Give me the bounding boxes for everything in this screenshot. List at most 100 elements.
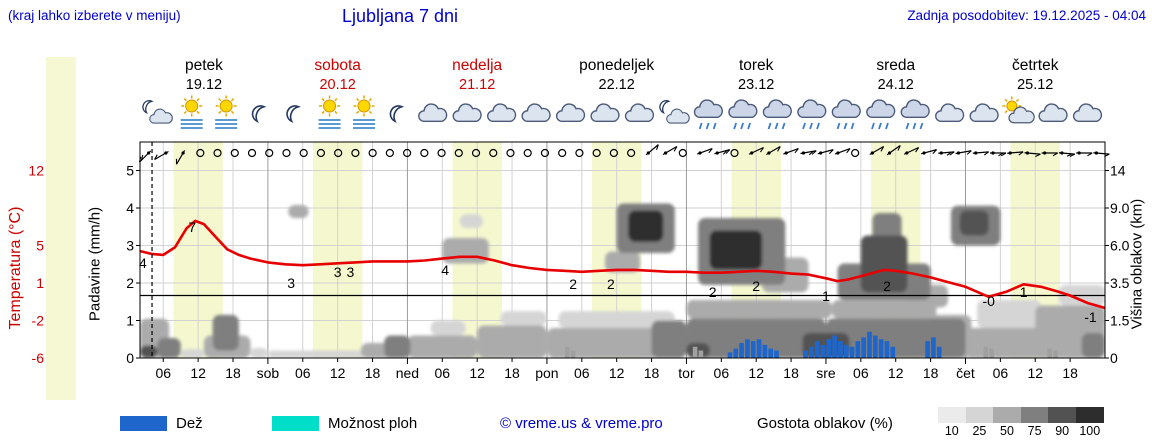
cloud-shape xyxy=(624,103,655,122)
cloud-band xyxy=(267,350,390,358)
drizzle-mark xyxy=(712,122,717,130)
x-tick-hour: 12 xyxy=(330,365,346,381)
drizzle-mark xyxy=(747,122,751,130)
y-tick-precip: 5 xyxy=(126,163,134,179)
precip-bar xyxy=(849,346,855,358)
temp-label: 2 xyxy=(883,278,891,294)
cloud-shape xyxy=(1038,103,1068,122)
precip-bar xyxy=(832,335,837,358)
x-tick-hour: 12 xyxy=(748,365,764,381)
drizzle-mark xyxy=(767,122,772,130)
day-name: petek xyxy=(184,57,223,74)
weather-icon-drizzle xyxy=(831,99,861,130)
drizzle-mark xyxy=(740,122,744,130)
drizzle-mark xyxy=(698,122,703,130)
weather-icon-drizzle xyxy=(693,99,723,130)
cloud-shape xyxy=(728,99,758,118)
day-name: sobota xyxy=(314,57,361,74)
density-swatch xyxy=(965,407,994,423)
weather-icon-cloud xyxy=(556,103,586,122)
x-tick-hour: 12 xyxy=(190,365,206,381)
sun-ray xyxy=(183,98,187,102)
cloud-band xyxy=(686,343,710,358)
drizzle-mark xyxy=(809,122,813,130)
precip-bar xyxy=(750,341,756,358)
cloud-band xyxy=(288,205,309,218)
x-tick-day: tor xyxy=(678,365,695,381)
precip-bar xyxy=(855,341,861,358)
wind-calm-icon xyxy=(437,148,446,158)
day-header: petek 19.12 xyxy=(134,57,274,93)
density-swatch xyxy=(993,407,1021,423)
weather-icon-cloud xyxy=(452,103,482,122)
x-tick-hour: 06 xyxy=(435,365,451,381)
cloud-layers xyxy=(140,203,1105,358)
weather-icon-moon-cloud xyxy=(142,100,173,124)
temp-label: 1 xyxy=(822,288,830,304)
moon-icon xyxy=(142,100,154,115)
cloud-band xyxy=(558,311,675,328)
sun-ray xyxy=(1004,110,1008,114)
y-tick-precip: 3 xyxy=(126,238,134,254)
sun-ray xyxy=(321,110,325,114)
precip-bar xyxy=(733,348,739,358)
weather-icon-cloud xyxy=(590,103,620,122)
temp-label: 3 xyxy=(287,275,295,291)
cloud-shape xyxy=(556,103,586,122)
drizzle-mark xyxy=(733,122,737,130)
wind-calm-icon xyxy=(213,148,222,158)
gray-bar xyxy=(983,346,989,358)
precip-bar xyxy=(803,350,808,358)
weather-icon-drizzle xyxy=(762,99,792,130)
y-tick-precip: 1 xyxy=(126,313,134,329)
temp-label: 7 xyxy=(188,219,196,235)
drizzle-mark xyxy=(905,122,910,130)
day-date: 21.12 xyxy=(459,77,496,93)
precip-bars xyxy=(564,331,1058,358)
density-scale: 10 25 50 75 90 100 xyxy=(938,407,1104,438)
day-name: ponedeljek xyxy=(579,57,655,74)
weather-icon-drizzle xyxy=(866,99,896,130)
sun-icon xyxy=(323,99,337,113)
y-tick-precip: 2 xyxy=(126,275,134,291)
wind-calm-icon xyxy=(247,148,257,158)
wind-calm-icon xyxy=(558,148,567,158)
sun-icon xyxy=(219,99,233,113)
sun-ray xyxy=(334,110,338,114)
wind-calm-icon xyxy=(282,148,291,158)
wind-calm-icon xyxy=(402,148,412,158)
cloud-shape xyxy=(762,99,792,118)
density-swatch xyxy=(1075,407,1104,423)
menu-note: (kraj lahko izberete v meniju) xyxy=(8,8,181,23)
sun-ray xyxy=(356,98,360,102)
drizzle-mark xyxy=(781,122,786,130)
wind-calm-icon xyxy=(385,148,394,158)
wind-calm-icon xyxy=(334,148,343,158)
weather-icon-drizzle xyxy=(900,99,930,130)
wind-calm-icon xyxy=(592,148,601,158)
rain-swatch xyxy=(120,416,167,431)
day-header: torek 23.12 xyxy=(686,57,826,93)
x-tick-day: sob xyxy=(257,365,280,381)
x-tick-hour: 18 xyxy=(365,365,381,381)
weather-icon-moon-cloud xyxy=(659,100,690,124)
cloud-band xyxy=(860,235,908,293)
drizzle-mark xyxy=(871,122,875,130)
wind-row xyxy=(138,144,1110,165)
drizzle-mark xyxy=(919,122,924,130)
sun-ray xyxy=(196,110,200,114)
x-tick-hour: 12 xyxy=(469,365,485,381)
sun-ray xyxy=(230,98,235,102)
y-tick-height: 0 xyxy=(1110,350,1118,366)
precip-bar xyxy=(872,335,878,358)
cloud-band xyxy=(212,314,239,351)
cloud-shape xyxy=(487,103,517,122)
cloud-shape xyxy=(1008,106,1035,124)
x-tick-hour: 18 xyxy=(504,365,520,381)
drizzle-mark xyxy=(774,122,779,130)
x-tick-hour: 18 xyxy=(225,365,241,381)
wind-calm-icon xyxy=(678,148,687,158)
moon-icon xyxy=(659,100,671,115)
weather-icon-moon xyxy=(389,105,405,123)
